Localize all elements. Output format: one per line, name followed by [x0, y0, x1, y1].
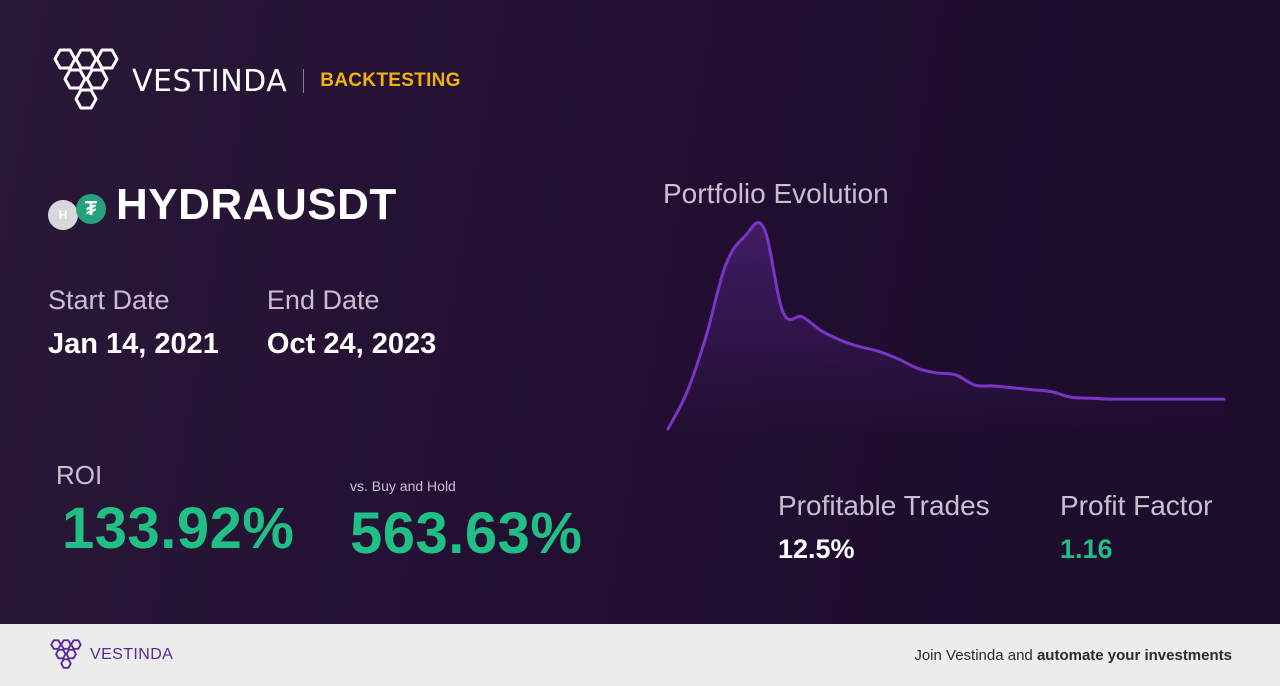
- footer: VESTINDA Join Vestinda and automate your…: [0, 624, 1280, 686]
- profitable-trades-label: Profitable Trades: [778, 490, 990, 521]
- pair-name: HYDRAUSDT: [116, 180, 397, 229]
- brand-name: VESTINDA: [132, 63, 288, 99]
- profit-factor-value: 1.16: [1060, 534, 1113, 564]
- footer-brand-name: VESTINDA: [90, 646, 174, 663]
- start-date-label: Start Date: [48, 285, 170, 315]
- footer-cta-prefix: Join Vestinda and: [914, 646, 1037, 664]
- profit-factor: Profit Factor 1.16: [1060, 490, 1212, 565]
- buy-and-hold-value: 563.63%: [350, 501, 583, 566]
- profitable-trades: Profitable Trades 12.5%: [778, 490, 990, 565]
- pair-icons: H ₮: [48, 182, 110, 230]
- brand-divider: [303, 69, 305, 93]
- vestinda-logo-icon: [53, 48, 119, 110]
- footer-brand-link[interactable]: VESTINDA: [48, 639, 173, 671]
- profit-factor-label: Profit Factor: [1060, 490, 1213, 521]
- end-date-label: End Date: [266, 285, 380, 315]
- portfolio-area: [668, 222, 1224, 435]
- backtest-card: VESTINDA BACKTESTING H ₮ HYDRAUSDT Start…: [0, 0, 1280, 624]
- backtesting-tag: BACKTESTING: [320, 70, 461, 91]
- buy-and-hold-label: vs. Buy and Hold: [350, 478, 456, 494]
- roi-label: ROI: [56, 460, 103, 490]
- start-date-value: Jan 14, 2021: [48, 328, 219, 360]
- portfolio-chart: [666, 221, 1226, 435]
- footer-cta-bold: automate your investments: [1036, 646, 1232, 664]
- tether-coin-icon: ₮: [76, 194, 106, 224]
- end-date: End Date Oct 24, 2023: [267, 285, 436, 361]
- hydra-coin-icon: H: [48, 200, 78, 230]
- vestinda-footer-logo-icon: [50, 639, 82, 669]
- trading-pair: H ₮ HYDRAUSDT: [48, 180, 397, 230]
- roi: ROI 133.92%: [56, 460, 294, 562]
- chart-title: Portfolio Evolution: [663, 178, 889, 209]
- buy-and-hold: vs. Buy and Hold 563.63%: [350, 478, 582, 567]
- portfolio-line: [666, 221, 1226, 431]
- end-date-value: Oct 24, 2023: [266, 328, 437, 360]
- roi-value: 133.92%: [62, 496, 295, 561]
- header: VESTINDA BACKTESTING: [48, 46, 461, 116]
- footer-cta[interactable]: Join Vestinda and automate your investme…: [914, 647, 1232, 664]
- date-range: Start Date Jan 14, 2021 End Date Oct 24,…: [48, 285, 484, 361]
- start-date: Start Date Jan 14, 2021: [48, 285, 219, 361]
- profitable-trades-value: 12.5%: [778, 534, 855, 564]
